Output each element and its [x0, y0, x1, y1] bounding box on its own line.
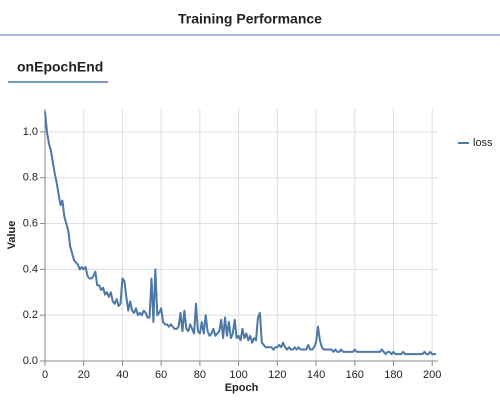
x-tick-label: 100 [229, 369, 247, 381]
x-tick-label: 0 [42, 369, 48, 381]
x-tick-label: 140 [307, 369, 325, 381]
x-tick-label: 200 [423, 369, 441, 381]
x-tick-label: 120 [268, 369, 286, 381]
x-axis-label: Epoch [225, 382, 259, 394]
x-tick-label: 80 [194, 369, 206, 381]
legend-label: loss [473, 137, 493, 149]
x-tick-label: 20 [78, 369, 90, 381]
x-tick-label: 160 [346, 369, 364, 381]
y-tick-label: 0.4 [23, 263, 38, 275]
y-tick-label: 0.6 [23, 217, 38, 229]
y-tick-label: 1.0 [23, 126, 38, 138]
y-tick-label: 0.2 [23, 309, 38, 321]
x-tick-label: 60 [155, 369, 167, 381]
y-axis-label: Value [6, 221, 18, 250]
plot: 0.0 0.2 0.4 0.6 0.8 1.0 0 20 40 60 80 100 120 140 160 1… [6, 109, 493, 394]
x-tick-label: 40 [116, 369, 128, 381]
page-title: Training Performance [178, 11, 322, 27]
tab-label[interactable]: onEpochEnd [17, 59, 103, 75]
x-tick-label: 180 [384, 369, 402, 381]
y-tick-label: 0.8 [23, 172, 38, 184]
y-tick-label: 0.0 [23, 355, 38, 367]
line-series [44, 111, 437, 356]
